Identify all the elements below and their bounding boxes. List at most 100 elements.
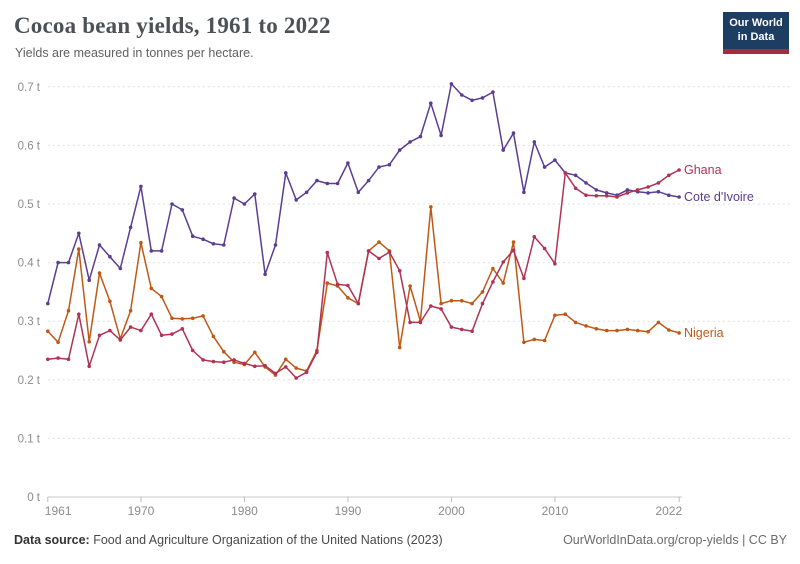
data-point-cote-d-ivoire (584, 181, 588, 185)
y-tick-label: 0.1 t (18, 433, 41, 445)
data-point-ghana (677, 168, 681, 172)
data-point-nigeria (211, 334, 216, 339)
data-point-cote-d-ivoire (263, 272, 267, 277)
data-point-ghana (118, 338, 123, 342)
data-point-ghana (656, 181, 661, 185)
data-point-nigeria (439, 301, 443, 306)
line-ghana (47, 169, 680, 379)
data-point-nigeria (180, 317, 185, 321)
series-label-ghana[interactable]: Ghana (684, 163, 722, 177)
data-point-cote-d-ivoire (273, 243, 278, 247)
data-point-nigeria (325, 281, 330, 285)
data-point-cote-d-ivoire (159, 249, 164, 253)
data-point-nigeria (77, 247, 81, 251)
data-point-nigeria (56, 340, 60, 345)
data-point-ghana (222, 360, 226, 365)
data-point-ghana (646, 185, 650, 189)
data-point-cote-d-ivoire (201, 237, 205, 241)
data-point-cote-d-ivoire (118, 266, 123, 271)
data-point-cote-d-ivoire (149, 249, 154, 253)
data-point-cote-d-ivoire (387, 162, 392, 167)
data-point-cote-d-ivoire (253, 192, 257, 196)
data-point-cote-d-ivoire (594, 188, 599, 192)
data-point-cote-d-ivoire (439, 133, 443, 138)
data-point-cote-d-ivoire (335, 181, 340, 186)
data-point-nigeria (253, 350, 257, 355)
data-point-ghana (594, 194, 599, 198)
data-point-ghana (325, 250, 330, 255)
data-point-ghana (356, 301, 361, 306)
owid-logo[interactable]: Our World in Data (723, 12, 789, 54)
data-point-cote-d-ivoire (66, 260, 71, 265)
data-point-ghana (87, 364, 91, 369)
page-subtitle: Yields are measured in tonnes per hectar… (15, 46, 254, 60)
data-point-nigeria (108, 299, 112, 304)
data-point-ghana (553, 262, 557, 266)
data-point-cote-d-ivoire (87, 278, 91, 283)
data-point-nigeria (491, 266, 495, 271)
data-point-nigeria (573, 320, 578, 325)
data-point-cote-d-ivoire (356, 190, 361, 195)
data-point-cote-d-ivoire (170, 202, 174, 206)
data-point-ghana (242, 361, 247, 366)
data-point-ghana (625, 191, 630, 195)
data-point-nigeria (656, 320, 661, 325)
data-point-ghana (273, 371, 278, 376)
series-label-nigeria[interactable]: Nigeria (684, 326, 724, 340)
data-point-cote-d-ivoire (656, 189, 661, 194)
data-point-nigeria (346, 296, 350, 300)
data-point-ghana (149, 312, 154, 317)
data-point-ghana (97, 333, 102, 338)
data-point-cote-d-ivoire (480, 96, 485, 100)
data-point-nigeria (284, 357, 288, 362)
data-point-nigeria (480, 290, 485, 294)
data-point-cote-d-ivoire (470, 98, 474, 103)
page-title: Cocoa bean yields, 1961 to 2022 (14, 13, 331, 38)
data-point-cote-d-ivoire (522, 190, 526, 195)
data-point-nigeria (553, 313, 557, 318)
owid-logo-line2: in Data (737, 30, 775, 43)
data-point-nigeria (449, 298, 454, 303)
data-point-nigeria (294, 366, 299, 370)
data-point-cote-d-ivoire (408, 140, 412, 144)
x-tick-label: 2022 (655, 504, 682, 518)
data-point-ghana (346, 283, 350, 288)
data-point-nigeria (625, 327, 630, 332)
data-point-ghana (139, 328, 143, 333)
data-point-nigeria (139, 240, 143, 245)
data-point-nigeria (594, 327, 599, 331)
data-point-nigeria (222, 349, 226, 354)
data-point-ghana (397, 269, 402, 273)
data-point-cote-d-ivoire (346, 161, 350, 165)
data-point-cote-d-ivoire (284, 171, 288, 175)
data-point-ghana (429, 304, 433, 308)
data-point-ghana (532, 235, 537, 239)
data-point-ghana (522, 276, 526, 281)
data-point-cote-d-ivoire (77, 231, 81, 236)
data-point-cote-d-ivoire (222, 243, 226, 247)
data-point-cote-d-ivoire (646, 191, 650, 195)
y-tick-label: 0.3 t (18, 316, 41, 328)
credit-link[interactable]: OurWorldInData.org/crop-yields | CC BY (563, 533, 787, 547)
footer: Data source: Food and Agriculture Organi… (0, 528, 800, 564)
data-point-nigeria (397, 345, 402, 350)
data-point-cote-d-ivoire (573, 173, 578, 178)
data-point-nigeria (646, 329, 650, 334)
data-point-ghana (56, 356, 60, 360)
data-point-ghana (491, 280, 495, 284)
owid-logo-line1: Our World (729, 17, 783, 29)
data-point-cote-d-ivoire (294, 198, 299, 202)
data-point-cote-d-ivoire (501, 148, 506, 152)
data-point-nigeria (667, 328, 671, 332)
series-label-cote-d-ivoire[interactable]: Cote d'Ivoire (684, 190, 754, 204)
data-point-ghana (315, 350, 319, 355)
data-point-nigeria (408, 284, 412, 288)
data-point-cote-d-ivoire (325, 181, 330, 186)
data-point-cote-d-ivoire (242, 202, 247, 206)
data-point-ghana (294, 376, 299, 380)
data-point-ghana (159, 333, 164, 338)
data-point-cote-d-ivoire (56, 260, 60, 265)
data-point-ghana (170, 332, 174, 336)
